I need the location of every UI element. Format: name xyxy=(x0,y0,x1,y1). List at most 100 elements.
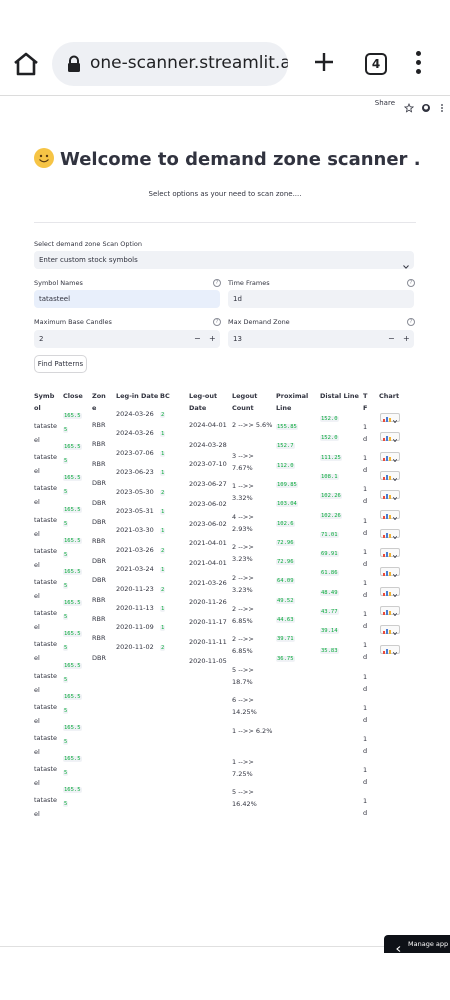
bc-cell-text: 1 xyxy=(160,528,166,535)
bc-cell: 1 xyxy=(160,447,166,460)
symbol-cell-line2: el xyxy=(34,746,40,758)
chart-select[interactable] xyxy=(380,432,400,443)
symbol-cell-line2: el xyxy=(34,559,40,571)
chart-select[interactable] xyxy=(380,548,400,559)
increment-button[interactable]: + xyxy=(403,334,410,343)
distal-cell-text: 48.49 xyxy=(320,589,339,596)
chart-select[interactable] xyxy=(380,413,400,424)
tf-cell-line1: 1 xyxy=(363,515,367,527)
legin-date-cell-text: 2023-05-31 xyxy=(116,507,154,515)
chart-select[interactable] xyxy=(380,625,400,636)
max-demand-zone-input[interactable]: 13 − + xyxy=(228,330,414,348)
tf-cell-line1-text: 1 xyxy=(363,735,368,743)
symbol-cell-line2-text: el xyxy=(34,560,40,569)
find-patterns-button[interactable]: Find Patterns xyxy=(34,355,87,373)
legout-count-cell-text: 3 -->> xyxy=(232,451,254,460)
distal-cell: 111.25 xyxy=(320,451,342,464)
close-cell-line1: 165.5 xyxy=(63,409,82,422)
chart-select[interactable] xyxy=(380,644,400,655)
legout-date-cell: 2020-11-26 xyxy=(189,596,227,608)
share-link[interactable]: Share xyxy=(374,99,395,107)
symbol-cell-line1: tataste xyxy=(34,545,57,557)
zone-cell: RBR xyxy=(92,594,106,606)
increment-button[interactable]: + xyxy=(209,334,216,343)
tf-cell-line2-text: d xyxy=(363,653,368,662)
chart-select[interactable] xyxy=(380,490,400,501)
legin-date-cell: 2024-03-26 xyxy=(116,408,154,420)
symbol-cell-line2-text: el xyxy=(34,592,40,600)
tf-cell-line2-text: d xyxy=(363,622,368,631)
legout-count-cell: 14.25% xyxy=(232,706,257,718)
tf-cell-line2-text: d xyxy=(363,466,368,475)
header-line: Proximal xyxy=(276,392,309,400)
chevron-down-icon xyxy=(392,475,398,482)
more-menu-icon[interactable] xyxy=(413,51,423,75)
zone-cell: DBR xyxy=(92,652,106,664)
decrement-button[interactable]: − xyxy=(194,334,201,343)
symbol-cell-line2: el xyxy=(34,465,40,477)
max-base-candles-input[interactable]: 2 − + xyxy=(34,330,220,348)
legout-date-cell: 2020-11-05 xyxy=(189,655,227,667)
legout-count-cell-text: 14.25% xyxy=(232,708,257,717)
legout-count-cell-text: 7.67% xyxy=(232,463,253,472)
address-bar[interactable]: one-scanner.streamlit.app xyxy=(52,42,288,86)
legout-count-cell-text: 4 -->> xyxy=(232,512,254,521)
chevron-down-icon xyxy=(392,533,398,540)
chevron-down-icon xyxy=(392,552,398,559)
tf-cell-line1-text: 1 xyxy=(363,423,368,431)
close-cell-line2-text: 5 xyxy=(63,676,69,683)
proximal-cell: 39.71 xyxy=(276,632,295,645)
legout-date-cell-text: 2023-06-02 xyxy=(189,499,227,508)
header-line: ol xyxy=(34,404,41,412)
legout-count-cell-text: 5 -->> xyxy=(232,788,254,797)
chart-select[interactable] xyxy=(380,509,400,520)
tab-count-button[interactable]: 4 xyxy=(365,53,387,75)
chart-select[interactable] xyxy=(380,528,400,540)
col-header-proximal-line: Proximal Line xyxy=(276,390,308,414)
help-icon[interactable]: ? xyxy=(407,279,415,287)
col-header-chart: Chart xyxy=(379,392,400,400)
decrement-button[interactable]: − xyxy=(388,334,395,343)
chart-select[interactable] xyxy=(380,606,400,617)
legout-date-cell: 2020-11-17 xyxy=(189,616,227,628)
close-cell-line2-text: 5 xyxy=(63,427,69,433)
scan-option-value: Enter custom stock symbols xyxy=(39,256,138,264)
help-icon[interactable]: ? xyxy=(213,279,221,287)
symbol-cell-line1: tataste xyxy=(34,514,57,526)
close-cell-line1-text: 165.5 xyxy=(63,413,82,419)
legin-date-cell-text: 2020-11-02 xyxy=(116,642,154,651)
star-icon[interactable] xyxy=(403,98,415,113)
symbol-cell-line1: tataste xyxy=(34,451,57,463)
chart-select[interactable] xyxy=(380,567,400,578)
kebab-menu-icon[interactable] xyxy=(437,98,447,112)
tf-cell-line1-text: 1 xyxy=(363,797,368,806)
close-cell-line2: 5 xyxy=(63,673,69,686)
legout-count-cell: 3.23% xyxy=(232,553,253,565)
help-icon[interactable]: ? xyxy=(407,318,415,326)
github-icon[interactable] xyxy=(421,98,431,112)
help-icon[interactable]: ? xyxy=(213,318,221,326)
symbol-cell-line1: tataste xyxy=(34,420,57,432)
close-cell-line1-text: 165.5 xyxy=(63,600,82,607)
chevron-down-icon xyxy=(392,456,398,462)
chart-select[interactable] xyxy=(380,586,400,597)
legout-count-cell: 2 -->> xyxy=(232,603,254,615)
scan-option-select[interactable]: Enter custom stock symbols xyxy=(34,251,414,269)
legout-date-cell: 2024-04-01 xyxy=(189,419,227,431)
time-frames-input[interactable]: 1d xyxy=(228,290,414,308)
tf-cell-line1-text: 1 xyxy=(363,579,368,587)
home-icon[interactable] xyxy=(12,51,40,77)
manage-app-button[interactable]: Manage app xyxy=(384,935,450,953)
close-cell-line1-text: 165.5 xyxy=(63,506,82,513)
close-cell-line2: 5 xyxy=(63,579,69,592)
tf-cell-line1-text: 1 xyxy=(363,641,368,650)
symbol-names-input[interactable]: tatasteel xyxy=(34,290,220,308)
bc-cell: 2 xyxy=(160,641,166,654)
legin-date-cell: 2020-11-02 xyxy=(116,641,154,653)
chart-select[interactable] xyxy=(380,470,400,482)
header-line: e xyxy=(92,404,97,412)
chart-select[interactable] xyxy=(380,451,400,462)
zone-cell-text: RBR xyxy=(92,634,106,643)
tf-cell-line1-text: 1 xyxy=(363,703,368,712)
new-tab-icon[interactable] xyxy=(312,50,336,74)
